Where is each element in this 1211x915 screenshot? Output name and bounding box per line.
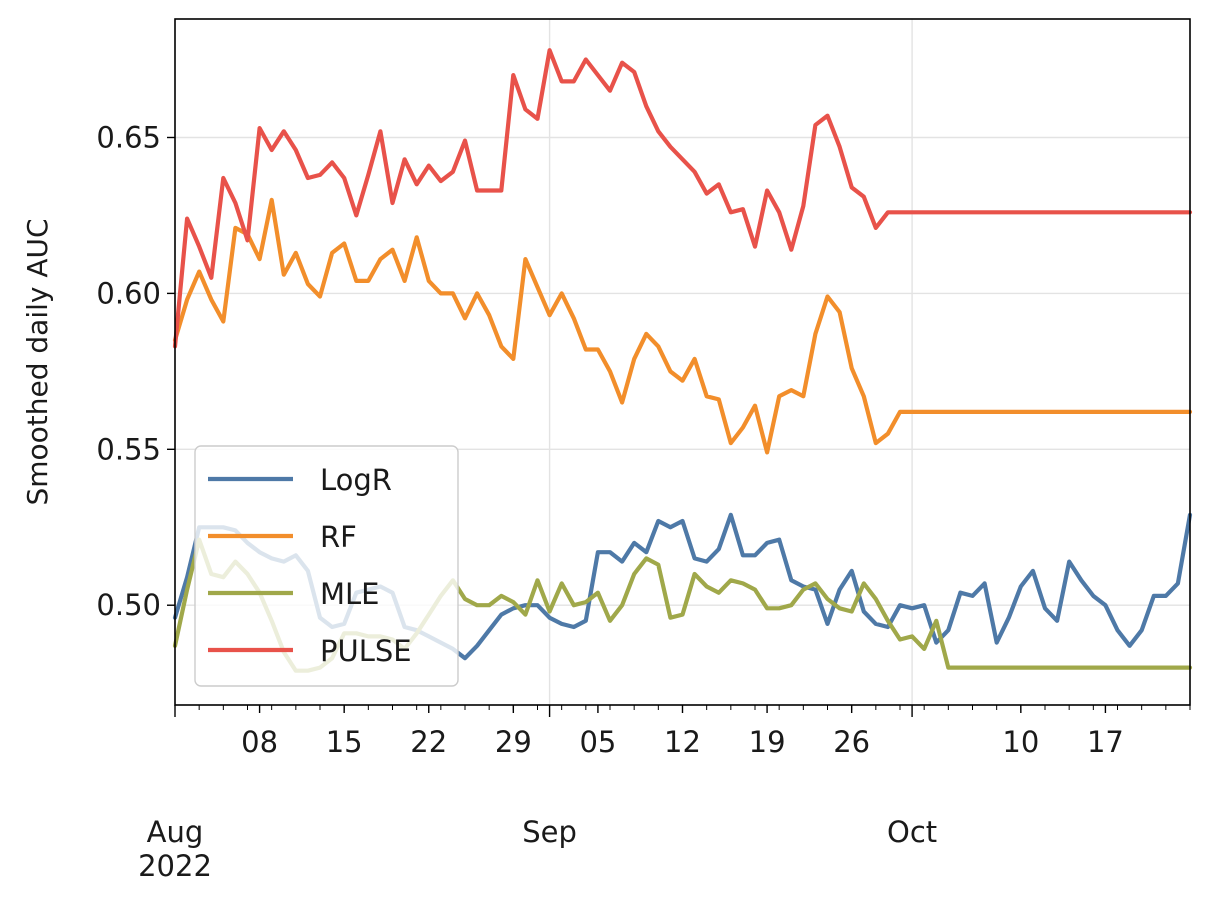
legend-label: PULSE [320, 634, 412, 668]
x-month-label: Oct [887, 815, 937, 849]
legend-label: RF [320, 520, 357, 554]
x-month-label: Sep [522, 815, 577, 849]
x-tick-label: 12 [664, 725, 701, 759]
legend-box [194, 445, 459, 687]
y-tick-label: 0.65 [96, 120, 161, 154]
x-tick-label: 05 [579, 725, 616, 759]
y-tick-label: 0.55 [96, 432, 161, 466]
y-axis-label: Smoothed daily AUC [21, 218, 54, 505]
y-tick-label: 0.50 [96, 588, 161, 622]
x-tick-label: 19 [749, 725, 786, 759]
x-tick-label: 10 [1002, 725, 1039, 759]
x-tick-label: 26 [833, 725, 870, 759]
x-tick-label: 29 [495, 725, 532, 759]
y-tick-label: 0.60 [96, 276, 161, 310]
x-tick-label: 08 [241, 725, 278, 759]
y-axis: 0.50 0.55 0.60 0.65 [96, 120, 175, 622]
x-month-label: Aug 2022 [138, 815, 212, 883]
x-axis: 08 15 22 29 05 12 19 26 10 17 Aug 2022 Sep Oct [138, 705, 1191, 883]
legend-label: LogR [320, 463, 392, 497]
series-line-pulse [172, 48, 1193, 349]
legend-label: MLE [320, 577, 380, 611]
x-tick-label: 15 [326, 725, 363, 759]
x-tick-label: 22 [410, 725, 447, 759]
series-line-rf [172, 197, 1193, 455]
x-tick-label: 17 [1087, 725, 1124, 759]
legend: LogR RF MLE PULSE [194, 445, 459, 687]
